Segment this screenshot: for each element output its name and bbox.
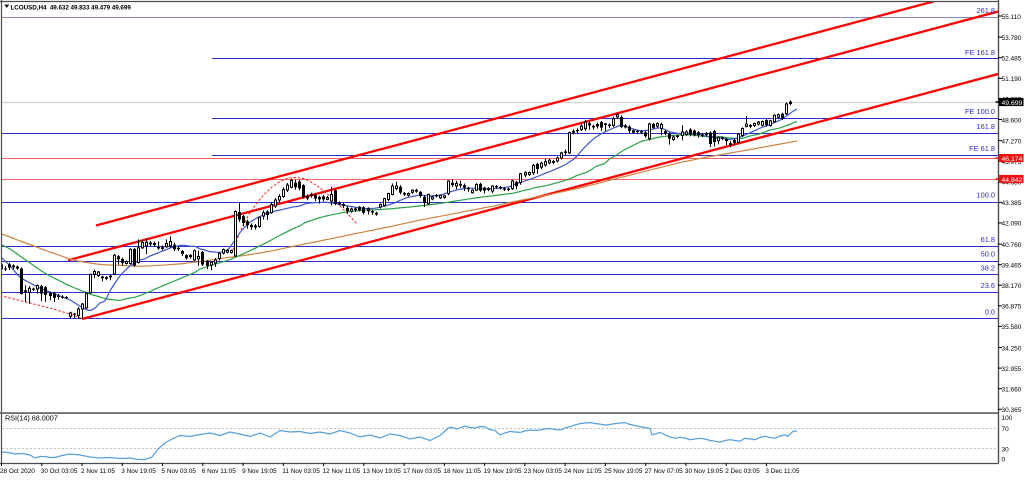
svg-text:38.170: 38.170 [1002, 283, 1022, 290]
svg-text:38.2: 38.2 [981, 263, 995, 272]
svg-text:6 Nov 11:05: 6 Nov 11:05 [202, 468, 236, 475]
svg-text:12 Nov 11:05: 12 Nov 11:05 [323, 468, 361, 475]
svg-text:FE 161.8: FE 161.8 [965, 48, 995, 57]
svg-text:161.8: 161.8 [977, 122, 996, 131]
svg-text:34.250: 34.250 [1002, 345, 1022, 352]
svg-text:36.875: 36.875 [1002, 304, 1022, 311]
svg-text:39.465: 39.465 [1002, 263, 1022, 270]
svg-text:44.680: 44.680 [1002, 180, 1022, 187]
svg-text:23 Nov 03:05: 23 Nov 03:05 [524, 468, 562, 475]
svg-text:53.780: 53.780 [1002, 35, 1022, 42]
svg-text:35.580: 35.580 [1002, 324, 1022, 331]
svg-text:28 Oct 2020: 28 Oct 2020 [0, 468, 35, 475]
svg-text:2 Dec 03:05: 2 Dec 03:05 [725, 468, 760, 475]
svg-text:44.842: 44.842 [1002, 177, 1023, 184]
svg-text:30 Oct 03:05: 30 Oct 03:05 [41, 468, 78, 475]
svg-text:0: 0 [1002, 456, 1006, 463]
svg-text:RSI(14) 68.0007: RSI(14) 68.0007 [5, 414, 58, 423]
svg-text:43.385: 43.385 [1002, 200, 1022, 207]
svg-text:52.485: 52.485 [1002, 56, 1022, 63]
svg-text:48.600: 48.600 [1002, 117, 1022, 124]
svg-text:55.110: 55.110 [1002, 14, 1022, 21]
svg-text:17 Nov 03:05: 17 Nov 03:05 [403, 468, 441, 475]
svg-text:2 Nov 11:05: 2 Nov 11:05 [81, 468, 115, 475]
svg-text:18 Nov 11:05: 18 Nov 11:05 [443, 468, 481, 475]
svg-text:3 Nov 19:05: 3 Nov 19:05 [121, 468, 156, 475]
svg-text:100.0: 100.0 [977, 190, 996, 199]
svg-text:5 Nov 03:05: 5 Nov 03:05 [162, 468, 197, 475]
svg-text:30.365: 30.365 [1002, 407, 1022, 414]
svg-text:3 Dec 11:05: 3 Dec 11:05 [765, 468, 799, 475]
svg-text:13 Nov 19:05: 13 Nov 19:05 [363, 468, 401, 475]
svg-text:42.090: 42.090 [1002, 221, 1022, 228]
svg-text:FE 100.0: FE 100.0 [965, 107, 995, 116]
svg-text:23.6: 23.6 [981, 281, 995, 290]
svg-text:61.8: 61.8 [981, 235, 995, 244]
svg-text:51.190: 51.190 [1002, 76, 1022, 83]
svg-text:FE 61.8: FE 61.8 [969, 144, 995, 153]
svg-text:32.955: 32.955 [1002, 366, 1022, 373]
svg-text:100: 100 [1002, 415, 1013, 422]
svg-text:261.8: 261.8 [977, 6, 996, 15]
svg-text:47.270: 47.270 [1002, 138, 1022, 145]
svg-text:50.0: 50.0 [981, 249, 995, 258]
svg-text:30 Nov 19:05: 30 Nov 19:05 [685, 468, 723, 475]
svg-text:0.0: 0.0 [985, 307, 995, 316]
svg-text:LCOUSD,H4 49.632 49.833 49.47: LCOUSD,H4 49.632 49.833 49.479 49.699 [11, 4, 132, 11]
svg-text:11 Nov 03:05: 11 Nov 03:05 [282, 468, 320, 475]
svg-text:25 Nov 19:05: 25 Nov 19:05 [604, 468, 642, 475]
svg-text:31.660: 31.660 [1002, 387, 1022, 394]
svg-text:46.174: 46.174 [1002, 156, 1023, 163]
svg-text:40.760: 40.760 [1002, 242, 1022, 249]
svg-text:49.699: 49.699 [1002, 100, 1023, 107]
svg-text:70: 70 [1002, 426, 1010, 433]
svg-text:24 Nov 11:05: 24 Nov 11:05 [564, 468, 602, 475]
svg-text:27 Nov 07:05: 27 Nov 07:05 [645, 468, 683, 475]
svg-text:45.975: 45.975 [1002, 159, 1022, 166]
svg-text:9 Nov 19:05: 9 Nov 19:05 [242, 468, 277, 475]
svg-text:19 Nov 19:05: 19 Nov 19:05 [484, 468, 522, 475]
svg-text:30: 30 [1002, 447, 1010, 454]
